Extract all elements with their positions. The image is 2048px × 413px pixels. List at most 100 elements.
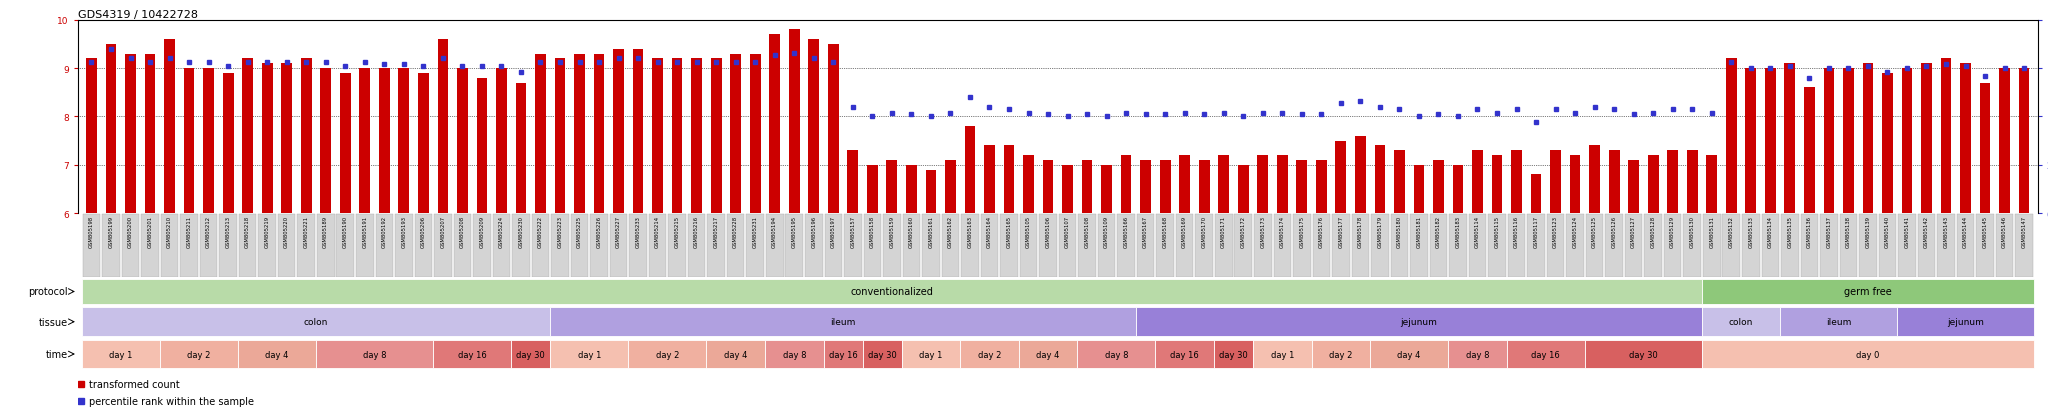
Text: GSM805146: GSM805146 [2003,216,2007,247]
Text: GSM805166: GSM805166 [1124,216,1128,247]
FancyBboxPatch shape [180,214,199,277]
Bar [1081,161,1092,214]
Text: GSM805196: GSM805196 [811,216,817,247]
Bar [1862,64,1874,214]
Text: GSM805106: GSM805106 [1047,216,1051,247]
FancyBboxPatch shape [82,280,1702,304]
Bar [164,40,174,214]
Text: jejunum: jejunum [1401,318,1438,326]
Bar [944,161,956,214]
FancyBboxPatch shape [629,340,707,368]
Bar [1180,156,1190,214]
FancyBboxPatch shape [1546,214,1565,277]
FancyBboxPatch shape [901,340,961,368]
Text: GSM805179: GSM805179 [1378,216,1382,247]
Bar [1765,69,1776,214]
FancyBboxPatch shape [1937,214,1954,277]
Bar [1335,141,1346,214]
Text: GSM805223: GSM805223 [557,216,563,247]
Bar [1667,151,1677,214]
Bar [1141,161,1151,214]
Bar [1942,59,1952,214]
Text: GSM805228: GSM805228 [733,216,737,247]
Bar [457,69,467,214]
Bar [418,74,428,214]
Text: day 30: day 30 [516,350,545,358]
FancyBboxPatch shape [1077,340,1155,368]
Bar [223,74,233,214]
FancyBboxPatch shape [1956,214,1974,277]
Text: GSM805176: GSM805176 [1319,216,1323,247]
FancyBboxPatch shape [766,214,784,277]
Text: day 2: day 2 [186,350,211,358]
Bar [379,69,389,214]
Text: GSM805140: GSM805140 [1884,216,1890,247]
FancyBboxPatch shape [1898,214,1915,277]
Text: day 1: day 1 [1270,350,1294,358]
FancyBboxPatch shape [1821,214,1837,277]
Bar [125,55,135,214]
Text: ileum: ileum [829,318,856,326]
FancyBboxPatch shape [1020,214,1036,277]
FancyBboxPatch shape [160,340,238,368]
FancyBboxPatch shape [1702,308,1780,336]
FancyBboxPatch shape [551,340,629,368]
FancyBboxPatch shape [1800,214,1819,277]
Bar [1882,74,1892,214]
Bar [1452,165,1464,214]
FancyBboxPatch shape [82,214,100,277]
Text: GSM805173: GSM805173 [1260,216,1266,247]
FancyBboxPatch shape [1313,214,1329,277]
Bar [184,69,195,214]
Bar [633,50,643,214]
Text: GSM805209: GSM805209 [479,216,485,247]
Text: day 2: day 2 [977,350,1001,358]
Text: GSM805193: GSM805193 [401,216,406,247]
Text: GSM805220: GSM805220 [285,216,289,247]
Text: day 4: day 4 [1036,350,1059,358]
Bar [301,59,311,214]
FancyBboxPatch shape [629,214,647,277]
Text: GSM805135: GSM805135 [1788,216,1792,247]
Text: GSM805127: GSM805127 [1630,216,1636,247]
Text: GSM805128: GSM805128 [1651,216,1655,247]
FancyBboxPatch shape [1370,214,1389,277]
FancyBboxPatch shape [1430,214,1448,277]
FancyBboxPatch shape [1860,214,1876,277]
Text: GSM805138: GSM805138 [1845,216,1851,247]
FancyBboxPatch shape [551,308,1137,336]
Text: GSM805171: GSM805171 [1221,216,1227,247]
Text: day 30: day 30 [1628,350,1657,358]
Text: GSM805159: GSM805159 [889,216,895,247]
FancyBboxPatch shape [1507,214,1526,277]
FancyBboxPatch shape [1137,214,1155,277]
FancyBboxPatch shape [240,214,256,277]
FancyBboxPatch shape [219,214,238,277]
FancyBboxPatch shape [1917,214,1935,277]
Text: GSM805178: GSM805178 [1358,216,1362,247]
FancyBboxPatch shape [999,214,1018,277]
FancyBboxPatch shape [1567,214,1583,277]
FancyBboxPatch shape [1253,340,1311,368]
Text: GSM805164: GSM805164 [987,216,991,247]
Text: GSM805134: GSM805134 [1767,216,1774,247]
Bar [770,35,780,214]
FancyBboxPatch shape [1606,214,1622,277]
Bar [1004,146,1014,214]
Bar [1980,83,1991,214]
Text: transformed count: transformed count [90,379,180,389]
Text: GSM805126: GSM805126 [1612,216,1616,247]
Text: GSM805145: GSM805145 [1982,216,1987,247]
FancyBboxPatch shape [981,214,997,277]
Bar [1511,151,1522,214]
FancyBboxPatch shape [1448,340,1507,368]
FancyBboxPatch shape [1468,214,1487,277]
Bar [1102,165,1112,214]
Text: GSM805207: GSM805207 [440,216,444,247]
Text: GSM805108: GSM805108 [1085,216,1090,247]
Text: day 8: day 8 [782,350,807,358]
FancyBboxPatch shape [258,214,276,277]
Bar [516,83,526,214]
Bar [319,69,332,214]
FancyBboxPatch shape [1214,340,1253,368]
